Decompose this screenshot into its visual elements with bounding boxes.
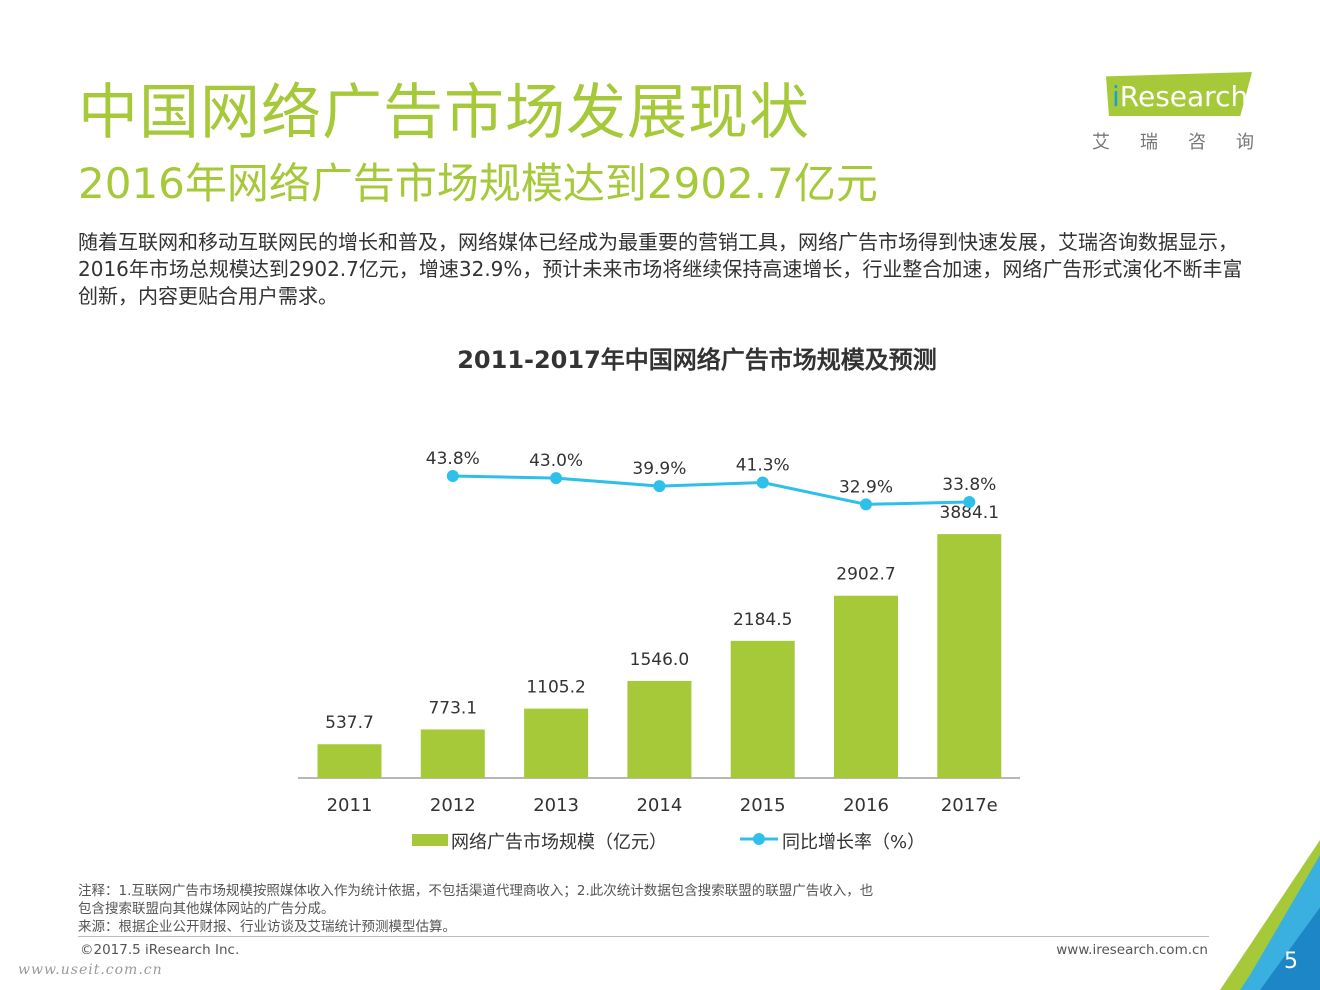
market-size-chart: 537.7 2011 773.1 2012 1105.2 2013 1546.0 2014 21…	[298, 449, 1020, 853]
bar-2011	[317, 744, 382, 778]
bar-label-2011: 537.7	[325, 713, 374, 733]
x-tick-2011: 2011	[327, 795, 373, 816]
bar-label-2016: 2902.7	[836, 565, 895, 585]
logo-chinese-name: 艾瑞咨询	[1092, 132, 1284, 153]
growth-label-2016: 32.9%	[839, 477, 893, 497]
logo-banner: iResearch	[1106, 72, 1252, 116]
growth-label-2017e: 33.8%	[942, 475, 996, 495]
bar-label-2012: 773.1	[428, 698, 477, 718]
x-tick-2015: 2015	[740, 795, 786, 816]
x-tick-2017e: 2017e	[941, 795, 998, 816]
growth-point-2016	[860, 498, 872, 511]
bar-label-2013: 1105.2	[526, 678, 585, 698]
page-title: 中国网络广告市场发展现状	[78, 78, 810, 148]
x-tick-2016: 2016	[843, 795, 889, 816]
growth-label-2014: 39.9%	[632, 459, 686, 479]
growth-point-2015	[756, 476, 769, 489]
x-tick-2013: 2013	[533, 795, 579, 816]
bar-2014	[627, 680, 692, 778]
legend-line-label: 同比增长率（%）	[782, 832, 925, 853]
growth-label-2013: 43.0%	[529, 451, 583, 471]
logo-brand: Research	[1119, 80, 1249, 113]
bar-2017e	[937, 534, 1002, 778]
logo-i: i	[1112, 80, 1120, 113]
legend-bar-label: 网络广告市场规模（亿元）	[451, 832, 667, 853]
bar-label-2015: 2184.5	[733, 610, 792, 630]
copyright: ©2017.5 iResearch Inc.	[80, 942, 240, 958]
page-subtitle: 2016年网络广告市场规模达到2902.7亿元	[78, 159, 878, 208]
iresearch-logo: iResearch 艾瑞咨询	[1088, 68, 1258, 158]
page-number: 5	[1284, 949, 1298, 974]
intro-paragraph: 随着互联网和移动互联网民的增长和普及，网络媒体已经成为最重要的营销工具，网络广告…	[78, 230, 1243, 308]
bar-2013	[524, 708, 589, 778]
growth-label-2015: 41.3%	[736, 456, 790, 476]
growth-point-2012	[446, 470, 459, 482]
notes-line-1: 注释：1.互联网广告市场规模按照媒体收入作为统计依据，不包括渠道代理商收入；2.…	[78, 883, 874, 917]
bar-2016	[834, 595, 898, 778]
chart-notes: 注释：1.互联网广告市场规模按照媒体收入作为统计依据，不包括渠道代理商收入；2.…	[78, 882, 878, 936]
footer-divider	[78, 936, 1209, 937]
bar-2015	[730, 640, 795, 778]
bar-2012	[420, 729, 485, 778]
website-link: www.iresearch.com.cn	[1056, 942, 1208, 958]
legend-bar-swatch	[412, 834, 448, 846]
watermark: www.useit.com.cn	[18, 962, 163, 978]
growth-rate-line	[452, 474, 970, 506]
x-tick-2014: 2014	[636, 795, 682, 816]
legend-line-marker	[753, 833, 765, 845]
corner-decoration: 5	[1220, 840, 1320, 990]
bar-label-2014: 1546.0	[630, 650, 689, 670]
x-tick-2012: 2012	[430, 795, 476, 816]
growth-point-2017e	[963, 496, 976, 508]
growth-point-2014	[653, 480, 666, 493]
notes-line-2: 来源：根据企业公开财报、行业访谈及艾瑞统计预测模型估算。	[78, 919, 456, 935]
chart-title: 2011-2017年中国网络广告市场规模及预测	[457, 346, 937, 374]
bar-label-2017e: 3884.1	[940, 503, 999, 523]
growth-point-2013	[550, 472, 563, 485]
logo-wordmark: iResearch	[1112, 80, 1248, 113]
growth-label-2012: 43.8%	[426, 449, 480, 469]
